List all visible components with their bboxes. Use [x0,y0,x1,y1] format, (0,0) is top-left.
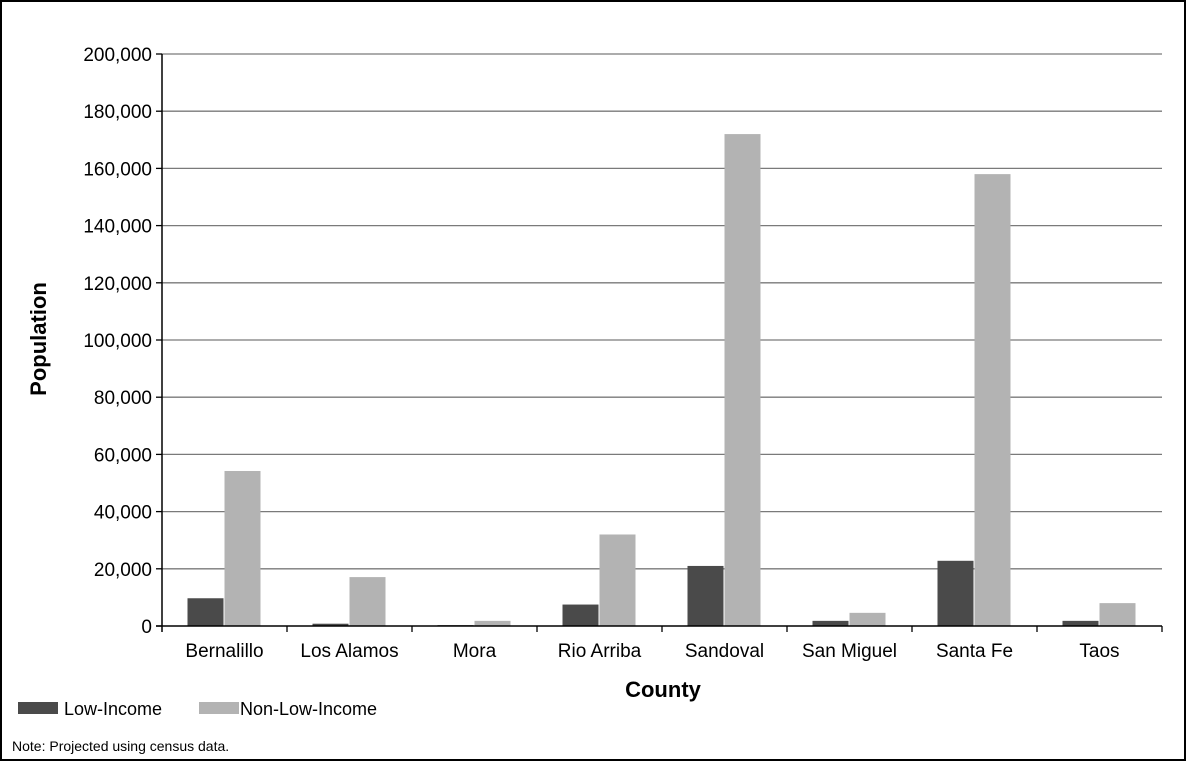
bar-low-income [937,560,974,626]
gridlines [162,53,1162,570]
bar-non-low-income [474,620,511,626]
x-tick-label: Sandoval [685,641,764,662]
y-tick-label: 0 [141,617,152,638]
y-tick-label: 40,000 [94,503,152,524]
bar-low-income [1062,620,1099,626]
legend-swatch [199,702,239,714]
y-tick-label: 60,000 [94,445,152,466]
bar-low-income [562,604,599,626]
y-tick-label: 120,000 [83,274,152,295]
legend-label: Non-Low-Income [240,699,377,719]
x-tick-labels: Bernalillo Los Alamos Mora Rio Arriba Sandov… [185,641,1119,662]
x-tick-label: Taos [1079,641,1119,662]
y-tick-label: 80,000 [94,388,152,409]
x-tick-label: Rio Arriba [558,641,642,662]
x-tick-label: Bernalillo [185,641,263,662]
bar-low-income [312,623,349,626]
bar-low-income [187,598,224,626]
bar-non-low-income [349,577,386,626]
bar-low-income [812,620,849,626]
bar-non-low-income [724,134,761,626]
y-tick-label: 100,000 [83,331,152,352]
bar-non-low-income [1099,603,1136,626]
bar-low-income [687,565,724,626]
legend-swatch [18,702,58,714]
y-tick-label: 180,000 [83,102,152,123]
y-tick-label: 140,000 [83,217,152,238]
y-tick-label: 160,000 [83,159,152,180]
bars [187,134,1136,626]
bar-non-low-income [599,534,636,626]
x-tick-label: Santa Fe [936,641,1013,662]
y-tick-label: 20,000 [94,560,152,581]
y-axis-title: Population [26,282,51,396]
axes [156,53,1163,632]
x-tick-label: Los Alamos [300,641,398,662]
y-tick-label: 200,000 [83,45,152,66]
bar-non-low-income [974,174,1011,626]
y-tick-labels: 0 20,000 40,000 60,000 80,000 100,000 120,000 1… [83,45,152,638]
legend-label: Low-Income [64,699,162,719]
legend: Low-Income Non-Low-Income [18,699,377,719]
bar-non-low-income [224,470,261,626]
x-axis-title: County [625,677,702,702]
note-text: Note: Projected using census data. [12,738,229,754]
bar-non-low-income [849,612,886,626]
x-tick-label: San Miguel [802,641,897,662]
x-tick-label: Mora [453,641,497,662]
